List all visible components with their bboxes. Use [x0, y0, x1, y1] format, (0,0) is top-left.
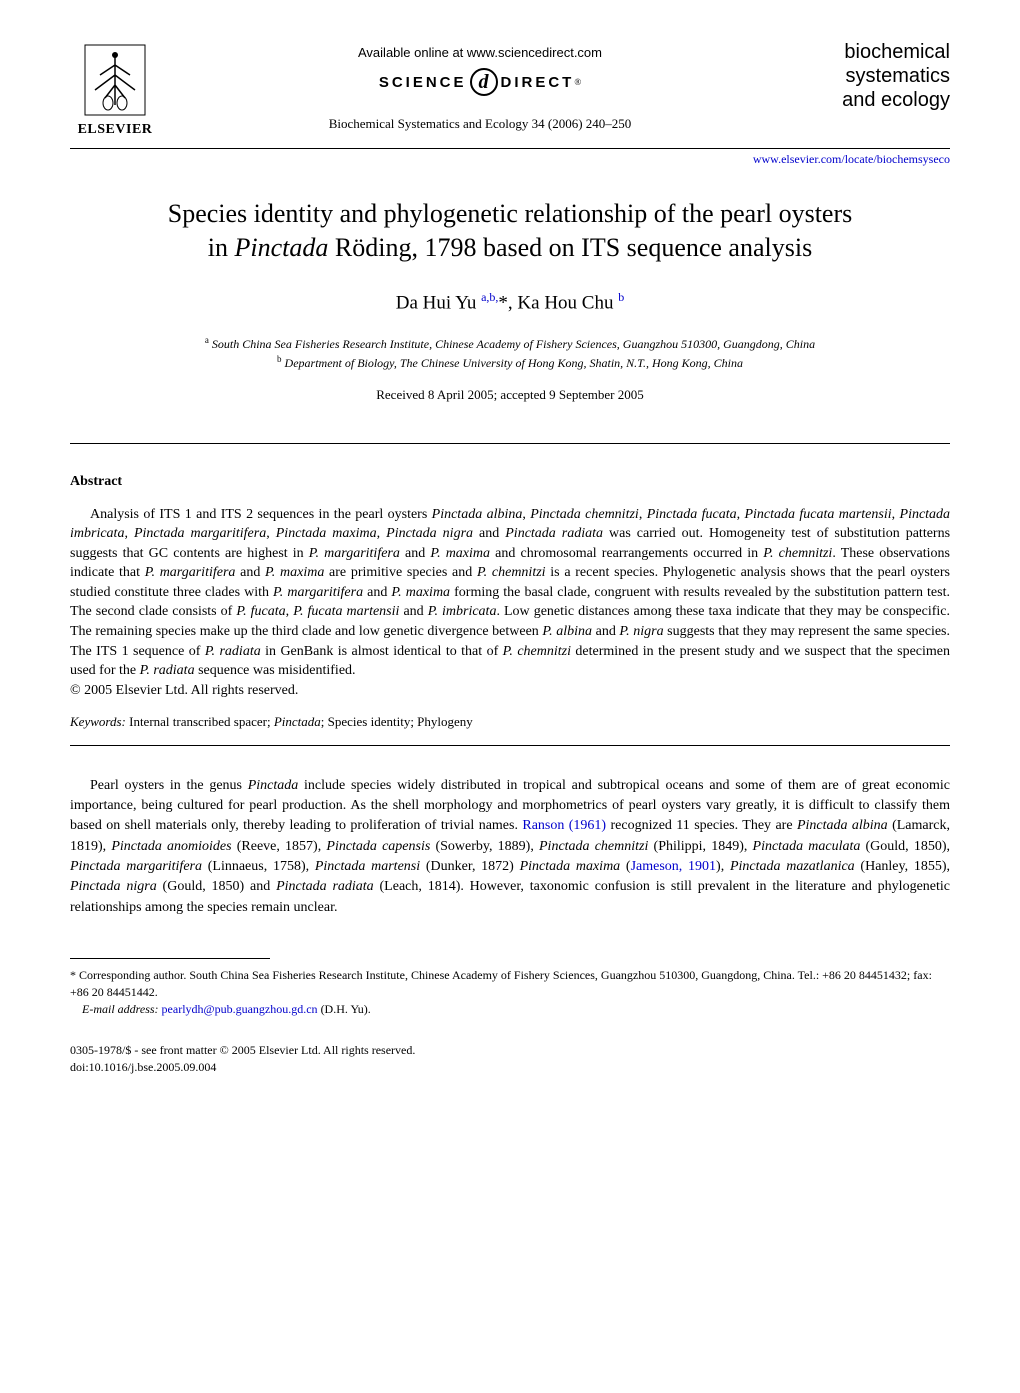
- sd-circle-icon: d: [470, 68, 498, 96]
- email-value[interactable]: pearlydh@pub.guangzhou.gd.cn: [159, 1002, 318, 1016]
- doi-line: doi:10.1016/j.bse.2005.09.004: [70, 1059, 950, 1076]
- title-line2-suffix: Röding, 1798 based on ITS sequence analy…: [328, 233, 812, 262]
- footer-info: 0305-1978/$ - see front matter © 2005 El…: [70, 1042, 950, 1076]
- author2-name: Ka Hou Chu: [517, 292, 618, 313]
- header-center: Available online at www.sciencedirect.co…: [160, 40, 800, 132]
- journal-logo-line3: and ecology: [800, 88, 950, 112]
- title-genus: Pinctada: [235, 233, 329, 262]
- elsevier-name: ELSEVIER: [78, 122, 153, 138]
- title-line1: Species identity and phylogenetic relati…: [168, 199, 852, 228]
- journal-logo-line1: biochemical: [800, 40, 950, 64]
- author1-asterisk: *: [498, 292, 508, 313]
- abstract-copyright: © 2005 Elsevier Ltd. All rights reserved…: [70, 683, 950, 699]
- issn-line: 0305-1978/$ - see front matter © 2005 El…: [70, 1042, 950, 1059]
- article-title: Species identity and phylogenetic relati…: [70, 197, 950, 265]
- article-dates: Received 8 April 2005; accepted 9 Septem…: [70, 387, 950, 403]
- journal-logo-line2: systematics: [800, 64, 950, 88]
- email-suffix: (D.H. Yu).: [318, 1002, 371, 1016]
- author1-name: Da Hui Yu: [396, 292, 481, 313]
- elsevier-logo: ELSEVIER: [70, 40, 160, 138]
- keywords-content: Internal transcribed spacer; Pinctada; S…: [126, 714, 473, 729]
- sd-direct-text: DIRECT: [501, 74, 575, 91]
- authors: Da Hui Yu a,b,*, Ka Hou Chu b: [70, 290, 950, 314]
- abstract-text: Analysis of ITS 1 and ITS 2 sequences in…: [70, 505, 950, 681]
- affil-a: South China Sea Fisheries Research Insti…: [209, 337, 815, 351]
- available-online-text: Available online at www.sciencedirect.co…: [180, 45, 780, 60]
- footnote-text: Corresponding author. South China Sea Fi…: [70, 968, 932, 999]
- sd-registered: ®: [574, 77, 581, 87]
- abstract-top-rule: [70, 443, 950, 444]
- abstract-heading: Abstract: [70, 474, 950, 490]
- body-paragraph: Pearl oysters in the genus Pinctada incl…: [70, 776, 950, 918]
- author1-affil-sup: a,b,: [481, 290, 498, 304]
- corresponding-author-footnote: * Corresponding author. South China Sea …: [70, 967, 950, 1001]
- affiliations: a South China Sea Fisheries Research Ins…: [70, 334, 950, 372]
- email-footnote: E-mail address: pearlydh@pub.guangzhou.g…: [70, 1001, 950, 1018]
- journal-logo: biochemical systematics and ecology: [800, 40, 950, 112]
- elsevier-tree-icon: [80, 40, 150, 120]
- header-divider: [70, 148, 950, 149]
- author2-affil-sup: b: [618, 290, 624, 304]
- email-label: E-mail address:: [82, 1002, 159, 1016]
- keywords-label: Keywords:: [70, 714, 126, 729]
- affil-b: Department of Biology, The Chinese Unive…: [282, 356, 743, 370]
- journal-reference: Biochemical Systematics and Ecology 34 (…: [180, 116, 780, 132]
- website-link[interactable]: www.elsevier.com/locate/biochemsyseco: [70, 152, 950, 167]
- header: ELSEVIER Available online at www.science…: [70, 40, 950, 138]
- sd-science-text: SCIENCE: [379, 74, 467, 91]
- abstract-bottom-rule: [70, 745, 950, 746]
- author-separator: ,: [508, 292, 518, 313]
- keywords: Keywords: Internal transcribed spacer; P…: [70, 714, 950, 730]
- footnote-rule: [70, 958, 270, 959]
- sciencedirect-logo: SCIENCE d DIRECT ®: [180, 68, 780, 96]
- title-line2-prefix: in: [208, 233, 235, 262]
